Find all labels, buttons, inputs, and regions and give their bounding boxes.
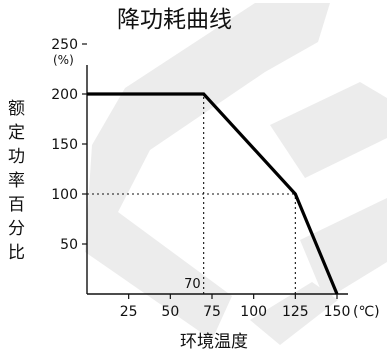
y-tick-label: 150 [51,137,78,153]
x-tick-label: 125 [282,304,309,320]
chart-title: 降功耗曲线 [117,7,232,33]
y-axis-ticks: 50 100 150 200 250 [51,37,87,253]
y-axis-label-char: 比 [8,243,25,263]
watermark-shape-3 [300,198,387,300]
y-axis-label-char: 功 [8,147,25,167]
watermark-logo [85,3,387,345]
y-axis-unit: (%) [53,53,74,67]
y-tick-label: 250 [51,37,78,53]
y-tick-label: 200 [51,87,78,103]
reference-lines [87,94,296,294]
x-axis-label: 环境温度 [180,332,248,352]
watermark-shape-4 [250,282,338,345]
y-tick-label: 50 [60,237,78,253]
x-tick-label: 150 [324,304,351,320]
y-axis-label-char: 分 [8,219,25,239]
y-axis-label-char: 定 [8,123,25,143]
derating-curve-line [87,92,339,295]
series-group [87,92,339,295]
y-axis-label-char: 率 [8,171,25,191]
annotations: 70 [184,277,201,292]
y-axis-label-char: 额 [8,99,25,119]
x-tick-label: 75 [203,304,221,320]
x-tick-label: 50 [161,304,179,320]
x-axis-ticks: 25 50 75 100 125 150 [120,294,351,320]
x-axis-unit: (℃) [353,304,380,320]
annotation-label: 70 [184,277,201,292]
watermark-shape-2 [270,82,387,178]
y-tick-label: 100 [51,187,78,203]
watermark-shape-1 [85,3,330,340]
y-axis-label-char: 百 [8,195,25,215]
x-tick-label: 100 [240,304,267,320]
x-tick-label: 25 [120,304,138,320]
